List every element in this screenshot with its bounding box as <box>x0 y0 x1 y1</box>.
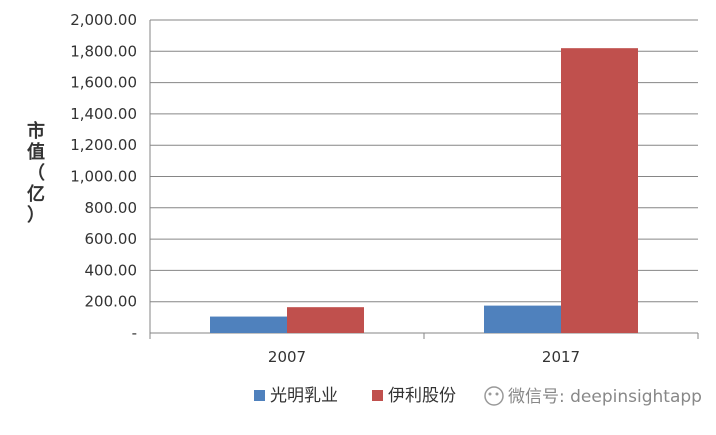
bar-series1-2017 <box>484 305 561 333</box>
y-axis-label-char: ） <box>27 205 45 226</box>
y-tick-label: 600.00 <box>85 230 138 248</box>
legend-label: 伊利股份 <box>388 386 456 406</box>
legend-swatch <box>254 390 265 401</box>
y-tick-label: 1,600.00 <box>70 74 137 92</box>
y-tick-label: 400.00 <box>85 261 138 279</box>
y-tick-label: 1,800.00 <box>70 42 137 60</box>
wechat-icon <box>484 386 504 406</box>
y-tick-label: 200.00 <box>85 293 138 311</box>
legend-label: 光明乳业 <box>270 386 338 406</box>
y-tick-label: - <box>132 324 137 342</box>
y-axis-label-char: （ <box>27 163 45 184</box>
x-tick-label: 2007 <box>268 348 306 366</box>
legend-swatch <box>372 390 383 401</box>
y-tick-label: 2,000.00 <box>70 11 137 29</box>
y-axis-label-char: 亿 <box>27 183 45 205</box>
watermark-text: 微信号: deepinsightapp <box>508 387 702 407</box>
bar-series2-2017 <box>561 48 638 334</box>
y-axis-label-char: 市 <box>27 120 45 142</box>
y-tick-label: 800.00 <box>85 199 138 217</box>
wechat-icon-eye <box>488 392 492 396</box>
y-tick-label: 1,000.00 <box>70 168 137 186</box>
wechat-icon-eye <box>495 392 499 396</box>
y-axis-label-char: 值 <box>27 141 45 163</box>
y-tick-label: 1,200.00 <box>70 136 137 154</box>
y-tick-label: 1,400.00 <box>70 105 137 123</box>
bar-series2-2007 <box>287 307 364 333</box>
bar-series1-2007 <box>210 316 287 333</box>
x-tick-label: 2017 <box>542 348 580 366</box>
